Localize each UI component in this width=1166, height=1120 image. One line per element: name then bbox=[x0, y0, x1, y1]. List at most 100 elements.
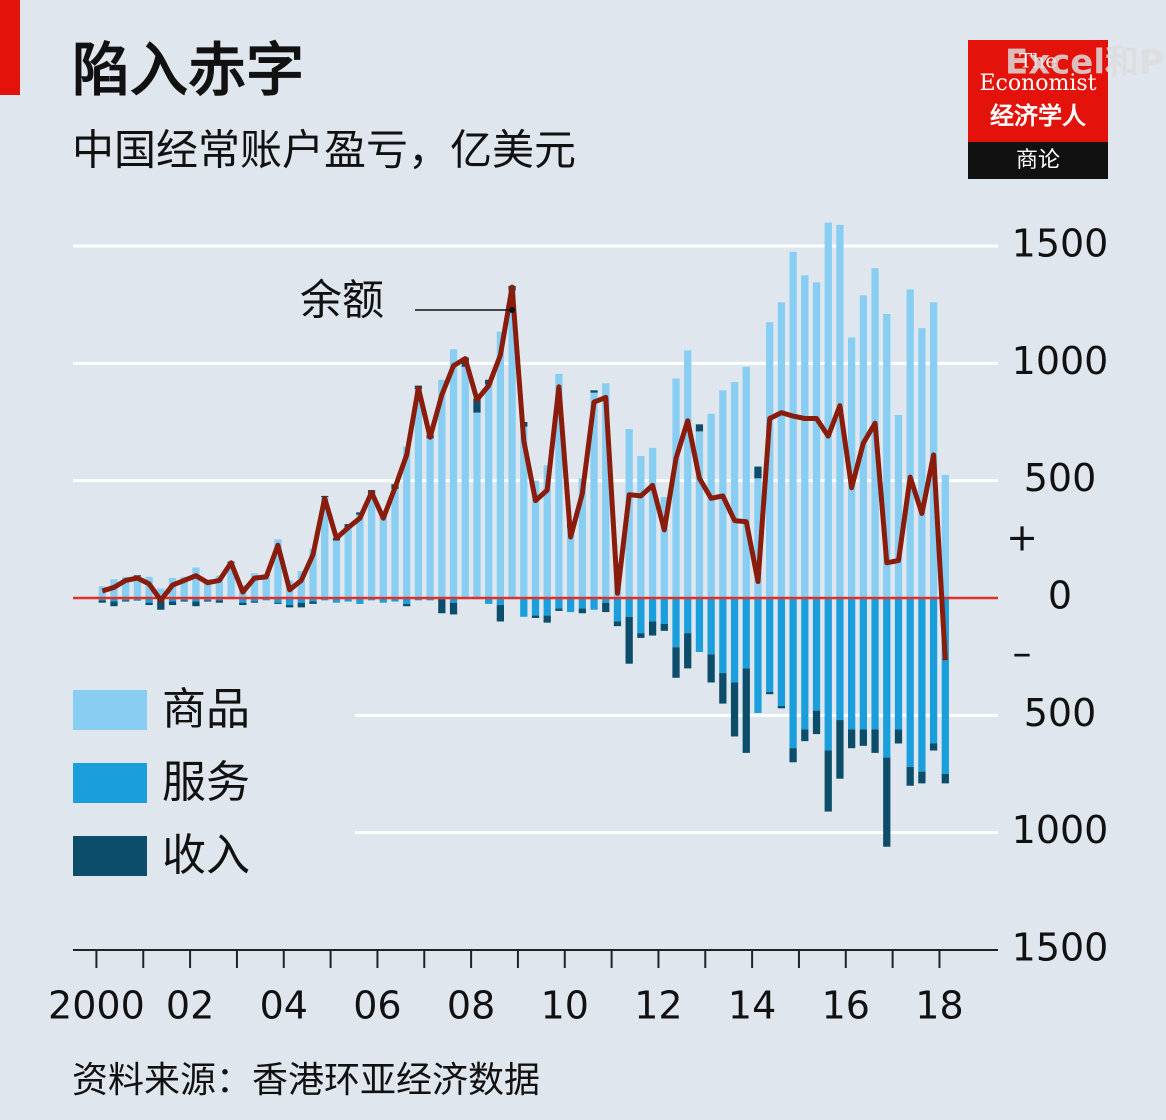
bar bbox=[426, 438, 434, 598]
bar bbox=[730, 382, 739, 598]
bar bbox=[180, 576, 188, 598]
bar bbox=[602, 602, 610, 613]
bar bbox=[859, 729, 867, 746]
bar bbox=[789, 251, 797, 598]
bar bbox=[485, 384, 493, 598]
bar bbox=[742, 598, 750, 669]
bar bbox=[157, 588, 165, 598]
bar bbox=[110, 598, 118, 602]
bar bbox=[485, 598, 493, 604]
x-tick-label: 2000 bbox=[48, 984, 145, 1028]
bar bbox=[848, 729, 856, 749]
bar bbox=[297, 602, 305, 608]
bar bbox=[929, 302, 938, 598]
legend-label: 收入 bbox=[162, 830, 250, 881]
bar bbox=[520, 598, 528, 617]
bar bbox=[215, 575, 223, 598]
bar bbox=[894, 414, 903, 598]
legend-label: 商品 bbox=[162, 684, 250, 735]
bar bbox=[754, 598, 762, 713]
bar bbox=[766, 691, 774, 695]
x-tick-label: 04 bbox=[260, 984, 308, 1028]
bar bbox=[730, 598, 739, 683]
bar bbox=[344, 598, 352, 602]
bar bbox=[941, 774, 949, 784]
bar bbox=[613, 621, 622, 627]
bar bbox=[812, 710, 821, 735]
bar bbox=[906, 598, 914, 767]
bar bbox=[496, 605, 505, 622]
bar bbox=[356, 514, 364, 598]
bar bbox=[555, 598, 563, 609]
bar bbox=[848, 598, 856, 730]
bar bbox=[929, 743, 938, 751]
bar bbox=[391, 488, 399, 598]
bar bbox=[543, 615, 551, 623]
bar bbox=[133, 598, 142, 601]
watermark: Excel和P bbox=[1005, 43, 1164, 83]
bar bbox=[801, 729, 809, 742]
bar bbox=[918, 598, 926, 772]
bar bbox=[801, 598, 809, 730]
bar bbox=[403, 603, 411, 607]
bar bbox=[777, 598, 786, 706]
bar bbox=[602, 383, 610, 598]
bar bbox=[894, 598, 903, 730]
bar bbox=[367, 493, 376, 598]
bar bbox=[824, 750, 832, 812]
bar bbox=[555, 608, 563, 611]
bar bbox=[812, 598, 821, 711]
bar bbox=[157, 600, 165, 610]
bar bbox=[777, 302, 786, 598]
logo-text: The bbox=[1019, 49, 1057, 73]
bar bbox=[122, 600, 130, 602]
bar bbox=[648, 598, 657, 622]
bar bbox=[414, 389, 423, 598]
bar bbox=[707, 598, 715, 655]
bar bbox=[449, 602, 458, 615]
bar bbox=[531, 598, 540, 616]
bar bbox=[297, 598, 305, 603]
bar bbox=[168, 598, 177, 602]
bar bbox=[766, 598, 774, 692]
bar bbox=[438, 599, 446, 614]
logo-text: Economist bbox=[979, 71, 1096, 96]
bar bbox=[309, 548, 317, 598]
logo-red bbox=[968, 40, 1108, 142]
bar bbox=[789, 598, 797, 749]
bar bbox=[719, 598, 727, 674]
bar bbox=[520, 426, 528, 598]
y-tick-label: 0 bbox=[1048, 574, 1072, 618]
bar bbox=[648, 621, 657, 636]
y-tick-label: 1500 bbox=[1012, 926, 1109, 970]
bar bbox=[531, 615, 540, 618]
bar bbox=[766, 322, 774, 598]
sign-label: – bbox=[1013, 631, 1032, 675]
balance-line bbox=[101, 284, 948, 661]
bar bbox=[285, 605, 294, 608]
bar bbox=[836, 720, 844, 779]
bar bbox=[274, 539, 282, 598]
bar bbox=[122, 576, 130, 598]
bar bbox=[555, 373, 563, 598]
bar bbox=[438, 379, 446, 598]
y-tick-label: 500 bbox=[1024, 456, 1097, 500]
bar bbox=[590, 598, 598, 610]
bar bbox=[637, 456, 645, 598]
bar bbox=[637, 598, 645, 634]
bar bbox=[789, 748, 797, 763]
y-tick-label: 1000 bbox=[1012, 339, 1109, 383]
bar bbox=[801, 275, 809, 598]
logo-text: 商论 bbox=[1016, 148, 1060, 173]
bar bbox=[824, 598, 832, 751]
bar bbox=[754, 478, 762, 598]
bar bbox=[684, 350, 692, 598]
bar bbox=[168, 601, 177, 606]
bar bbox=[871, 598, 879, 730]
bar bbox=[824, 222, 832, 599]
chart-subtitle: 中国经常账户盈亏，亿美元 bbox=[72, 126, 576, 175]
legend-swatch bbox=[73, 763, 147, 803]
bar bbox=[883, 314, 891, 598]
bar bbox=[590, 392, 598, 598]
